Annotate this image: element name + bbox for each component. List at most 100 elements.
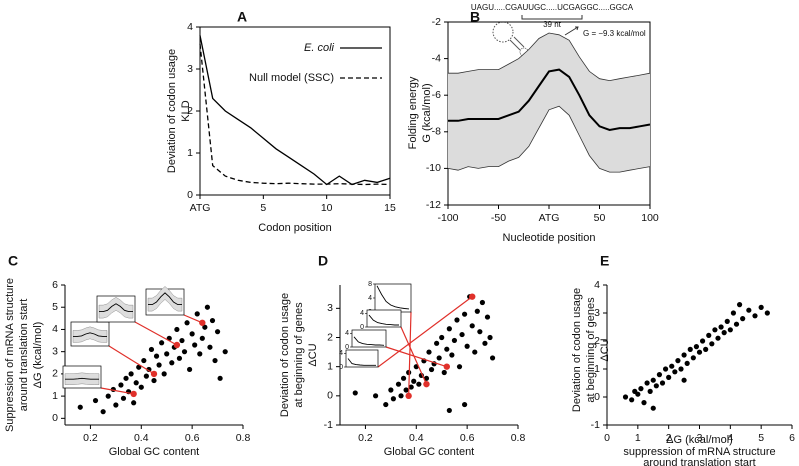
- y-tick-label: 6: [52, 279, 58, 291]
- y-axis-label: Deviation of codon usage: [279, 293, 291, 417]
- point: [143, 373, 149, 379]
- point: [426, 349, 432, 355]
- y-tick-label: -1: [324, 419, 333, 431]
- y-axis-label: ΔCU: [307, 343, 319, 366]
- point: [138, 384, 144, 390]
- y-axis-label: Deviation of codon usage: [571, 288, 583, 412]
- point: [187, 366, 193, 373]
- point: [395, 381, 402, 387]
- point: [752, 313, 758, 319]
- y-tick-label: -1: [591, 419, 600, 431]
- point: [207, 344, 213, 350]
- point: [436, 355, 442, 361]
- point: [411, 378, 417, 384]
- point: [92, 397, 99, 404]
- point: [131, 400, 137, 406]
- y-tick-label: -4: [432, 52, 441, 64]
- inset-tick-label: 0: [345, 344, 349, 351]
- point: [128, 371, 134, 377]
- x-tick-label: 5: [758, 432, 764, 444]
- point: [209, 317, 216, 324]
- point: [464, 343, 470, 349]
- x-tick-label: 5: [260, 202, 266, 214]
- point: [222, 349, 228, 355]
- point: [189, 331, 195, 337]
- loop-length: 39 nt: [543, 20, 562, 29]
- point: [699, 338, 706, 344]
- highlight-point: [150, 370, 158, 378]
- inset-tick-label: 4: [345, 330, 349, 337]
- y-tick-label: 5: [52, 301, 58, 313]
- point: [133, 380, 139, 386]
- x-tick-label: 3: [697, 432, 703, 444]
- inset-tick-label: 0: [339, 364, 343, 371]
- legend-label: Null model (SSC): [249, 72, 334, 84]
- point: [740, 316, 746, 322]
- inset-frame: [345, 349, 379, 368]
- y-tick-label: -10: [426, 162, 441, 174]
- point: [672, 369, 678, 375]
- point: [479, 299, 485, 306]
- point: [721, 330, 727, 336]
- point: [690, 355, 696, 361]
- inset-band: [64, 372, 100, 385]
- x-tick-label: -100: [437, 212, 458, 224]
- x-tick-label: 0.2: [358, 432, 373, 444]
- point: [715, 335, 721, 341]
- pointer-line: [108, 345, 155, 375]
- inset-band: [147, 286, 183, 312]
- point: [197, 351, 203, 357]
- point: [169, 360, 175, 366]
- point: [439, 334, 445, 341]
- panel-label: B: [470, 9, 480, 25]
- point: [398, 393, 404, 399]
- point: [153, 353, 160, 359]
- point: [159, 340, 165, 346]
- point: [403, 387, 409, 393]
- y-tick-label: 0: [594, 391, 600, 403]
- inset-line: [73, 332, 107, 337]
- point: [712, 327, 718, 333]
- point: [650, 377, 656, 383]
- point: [406, 369, 412, 376]
- legend-label: E. coli: [304, 42, 335, 54]
- inset-line: [347, 358, 376, 366]
- panel-label: D: [318, 253, 328, 269]
- point: [746, 307, 752, 313]
- point: [449, 352, 455, 358]
- pointer-line: [100, 387, 134, 395]
- point: [736, 302, 743, 308]
- point: [477, 329, 483, 335]
- x-axis-label: around translation start: [643, 457, 756, 466]
- point: [212, 357, 218, 364]
- point: [462, 311, 468, 317]
- x-tick-label: 1: [635, 432, 641, 444]
- point: [684, 360, 690, 366]
- x-tick-label: 0.4: [409, 432, 424, 444]
- point: [487, 334, 493, 341]
- point: [758, 304, 764, 310]
- inset-frame: [366, 309, 402, 328]
- point: [681, 352, 687, 358]
- point: [161, 371, 167, 377]
- inset-tick-label: 4: [360, 310, 364, 317]
- y-axis-label: at beginning of genes: [293, 302, 305, 408]
- point: [199, 335, 205, 341]
- point: [733, 321, 740, 327]
- point: [669, 363, 675, 369]
- y-tick-label: 0: [52, 412, 58, 424]
- inset-band: [98, 297, 134, 319]
- point: [373, 393, 379, 399]
- point: [718, 324, 724, 330]
- x-tick-label: 100: [641, 212, 659, 224]
- point: [469, 323, 475, 329]
- point: [644, 380, 650, 386]
- x-tick-label: 6: [789, 432, 795, 444]
- x-tick-label: 0.2: [83, 432, 98, 444]
- point: [709, 341, 715, 347]
- point: [629, 397, 635, 403]
- highlight-point: [173, 341, 181, 349]
- point: [653, 383, 659, 389]
- point: [459, 331, 465, 338]
